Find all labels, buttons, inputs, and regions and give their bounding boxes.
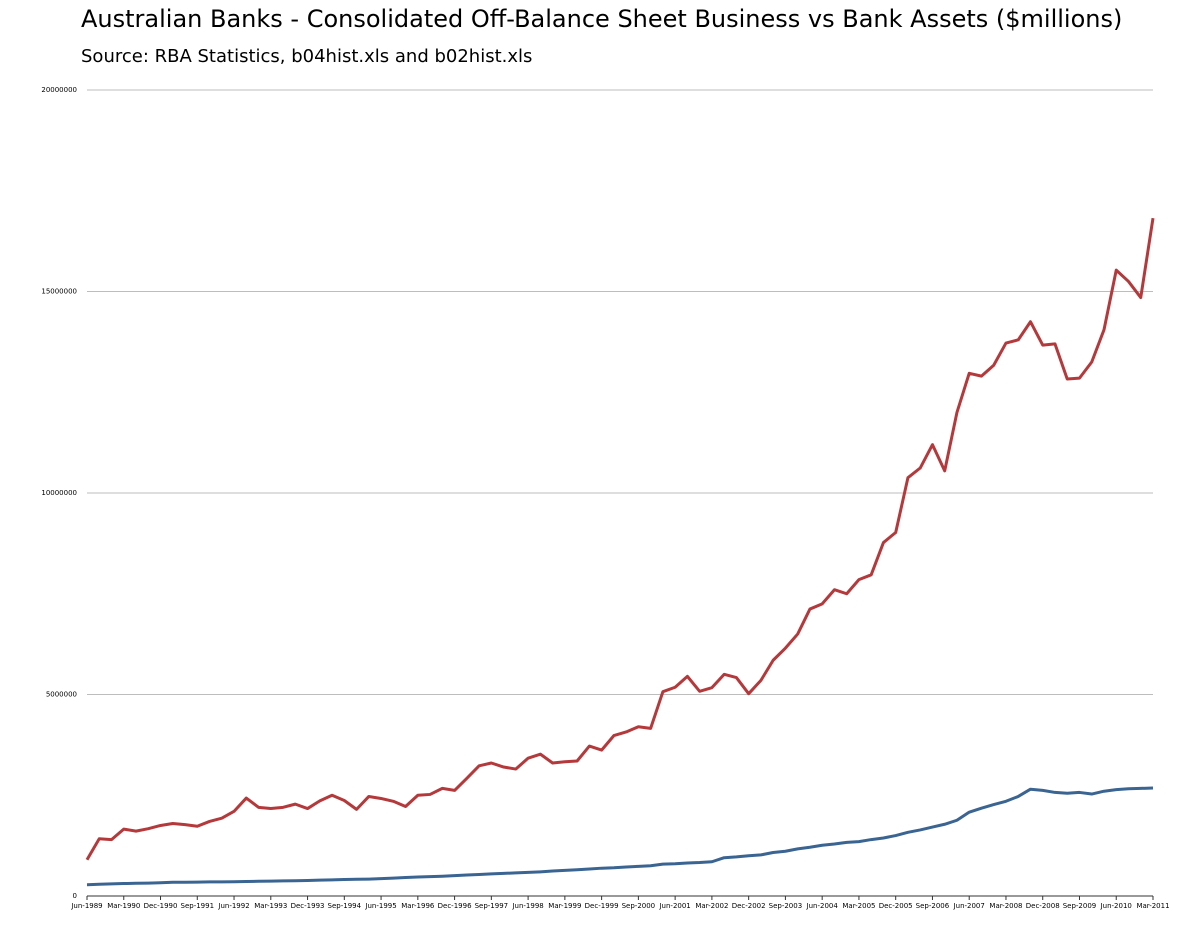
x-tick-label: Mar-2005 (842, 902, 875, 910)
x-tick-label: Jun-2010 (1100, 902, 1132, 910)
x-tick-label: Sep-1994 (328, 902, 362, 910)
x-tick-label: Dec-2008 (1026, 902, 1060, 910)
x-tick-label: Sep-1997 (475, 902, 509, 910)
y-tick-label: 15000000 (41, 288, 77, 296)
x-tick-label: Jun-1989 (70, 902, 102, 910)
x-tick-label: Jun-1995 (364, 902, 396, 910)
series-line (86, 786, 1154, 887)
x-tick-label: Dec-2002 (732, 902, 766, 910)
x-tick-label: Jun-1992 (217, 902, 249, 910)
y-tick-label: 10000000 (41, 489, 77, 497)
chart-subtitle: Source: RBA Statistics, b04hist.xls and … (81, 46, 532, 67)
x-tick-label: Dec-1999 (585, 902, 619, 910)
y-tick-label: 5000000 (46, 691, 77, 699)
x-tick-label: Sep-2009 (1063, 902, 1097, 910)
x-tick-label: Jun-2001 (658, 902, 690, 910)
x-tick-label: Mar-1996 (401, 902, 435, 910)
x-tick-label: Mar-1990 (107, 902, 140, 910)
y-tick-label: 20000000 (41, 86, 77, 94)
x-tick-label: Dec-1993 (291, 902, 325, 910)
series-line (85, 217, 1155, 861)
x-tick-label: Mar-2011 (1136, 902, 1169, 910)
x-tick-label: Dec-2005 (879, 902, 913, 910)
x-tick-label: Dec-1996 (438, 902, 472, 910)
chart-title: Australian Banks - Consolidated Off-Bala… (81, 5, 1122, 33)
x-tick-label: Mar-1999 (548, 902, 581, 910)
x-tick-label: Mar-2002 (695, 902, 728, 910)
x-tick-label: Mar-2008 (989, 902, 1022, 910)
x-tick-label: Jun-1998 (511, 902, 543, 910)
x-tick-label: Jun-2007 (953, 902, 985, 910)
x-tick-label: Dec-1990 (144, 902, 178, 910)
x-tick-label: Sep-2000 (622, 902, 656, 910)
x-tick-label: Sep-1991 (181, 902, 215, 910)
y-tick-label: 0 (73, 892, 77, 900)
x-tick-label: Sep-2006 (916, 902, 950, 910)
x-tick-label: Sep-2003 (769, 902, 803, 910)
x-tick-label: Jun-2004 (806, 902, 839, 910)
x-tick-label: Mar-1993 (254, 902, 287, 910)
